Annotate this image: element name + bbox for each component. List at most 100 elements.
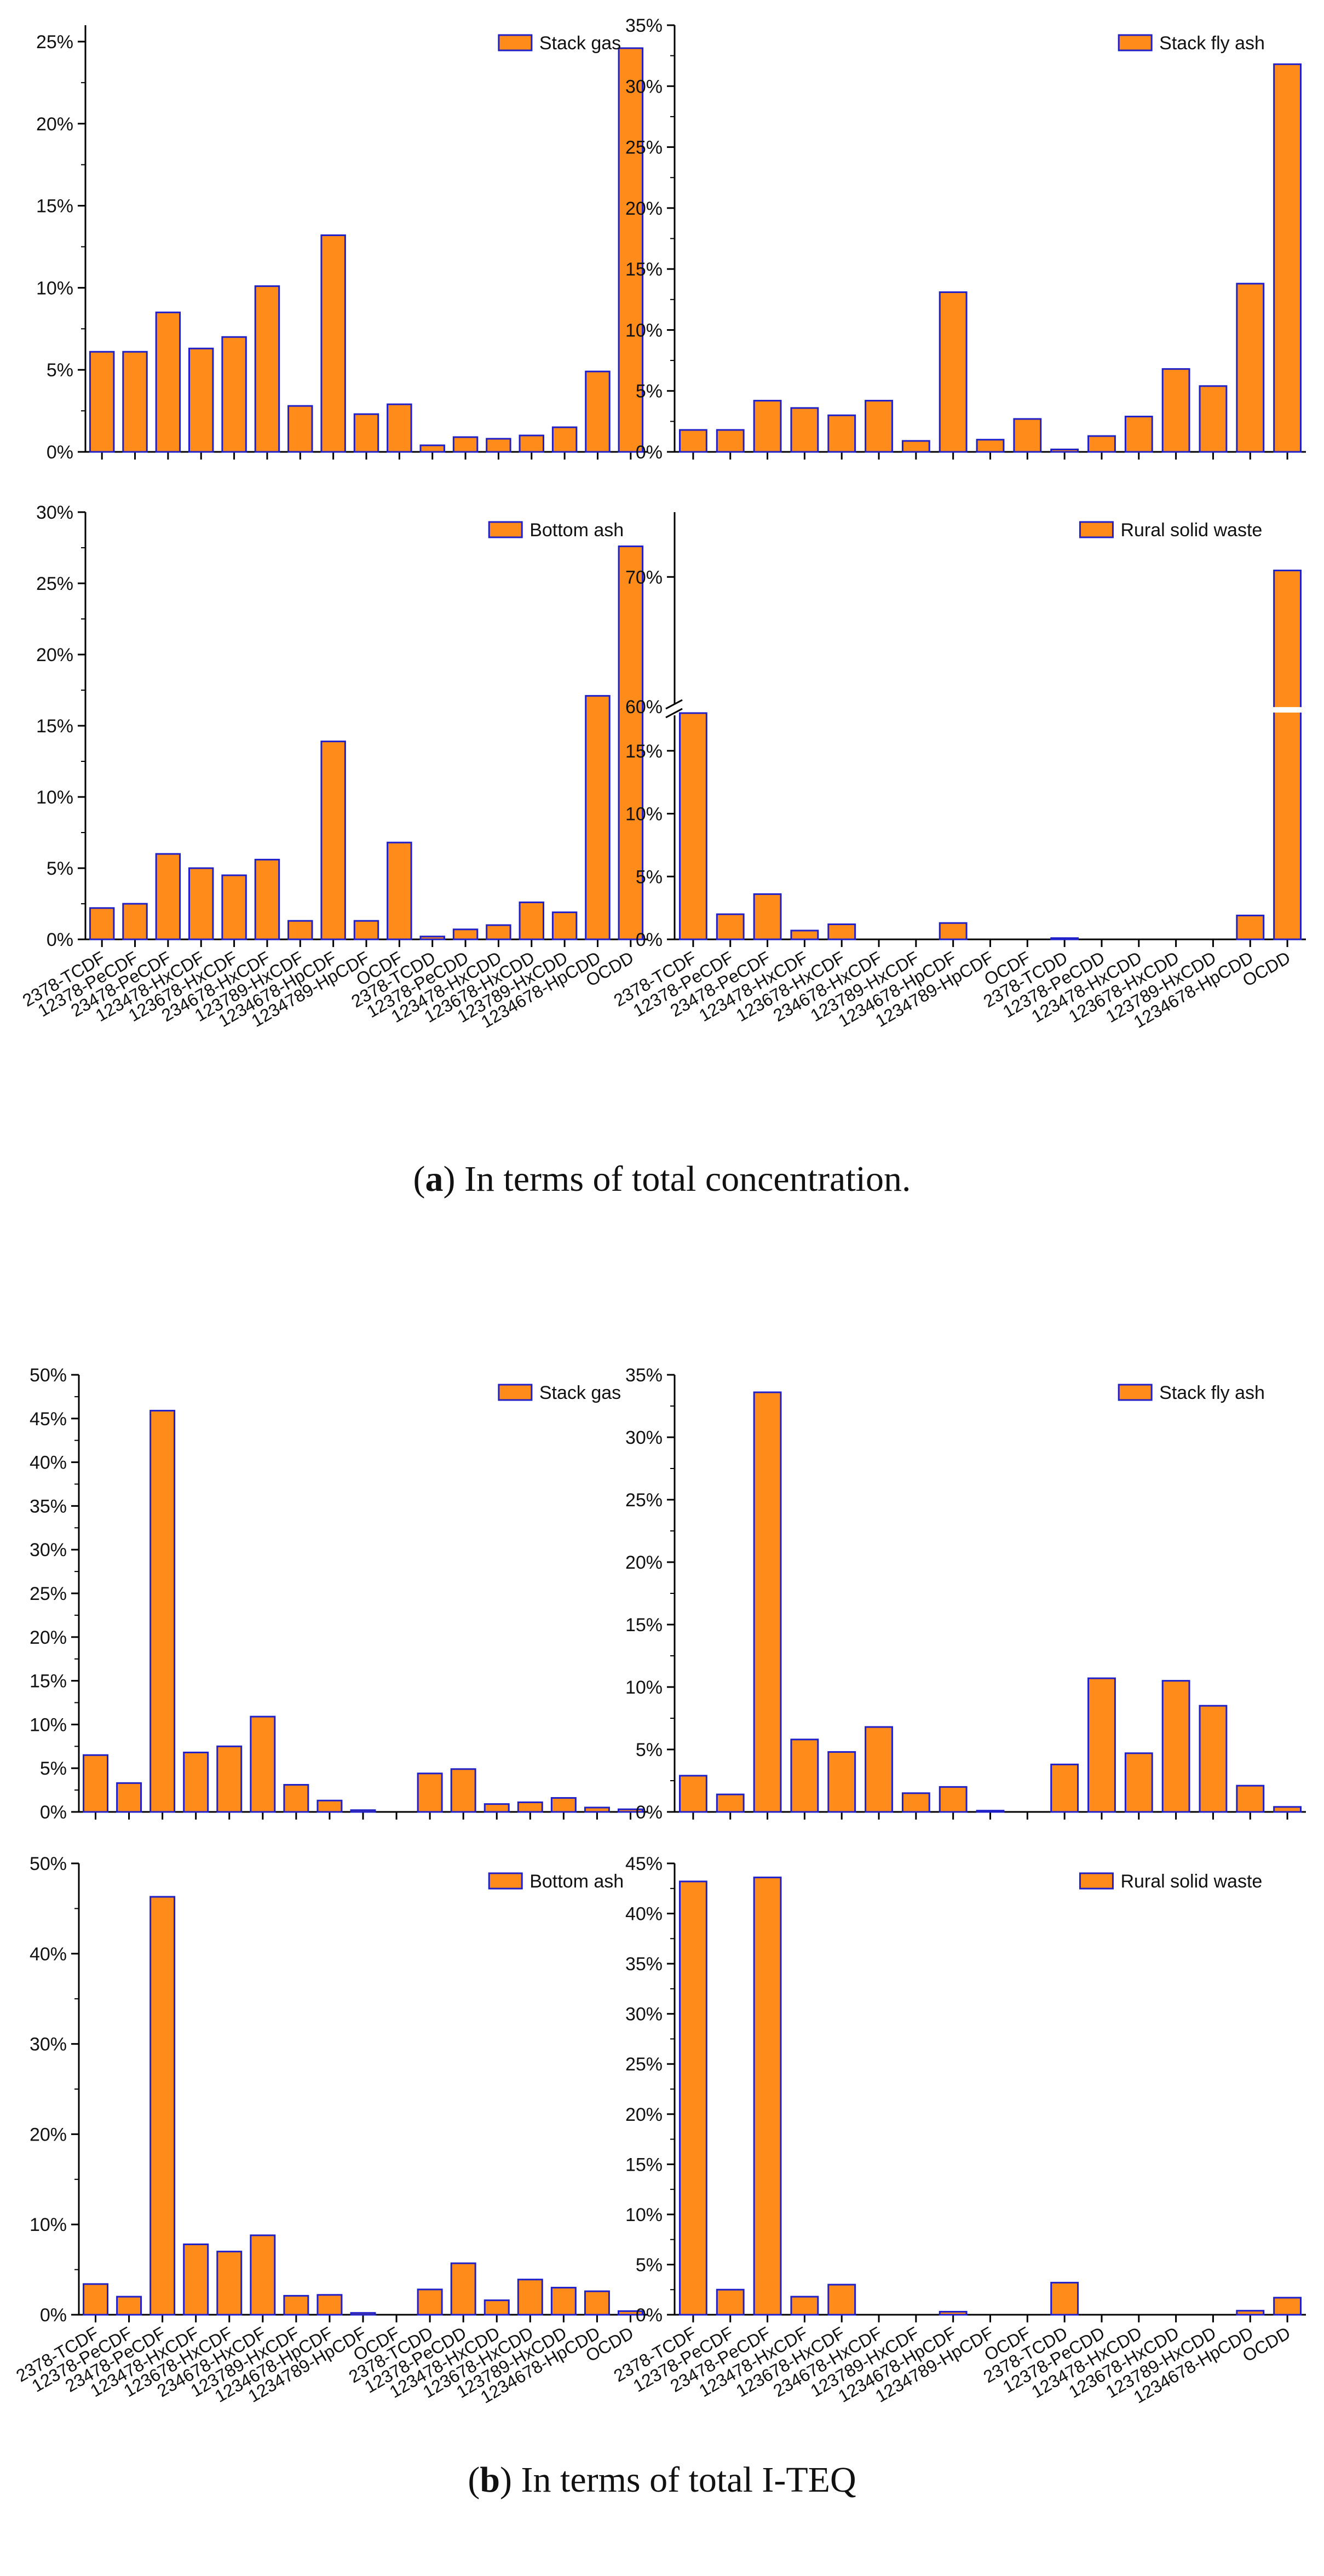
y-tick-label: 25% <box>625 137 663 158</box>
y-tick-label: 20% <box>625 2104 663 2125</box>
y-tick-label: 15% <box>625 259 663 280</box>
bar-234678-HxCDF <box>250 2234 276 2316</box>
bar-234678-HxCDF <box>250 1716 276 1813</box>
bar-1234789-HpCDF <box>976 1810 1005 1813</box>
legend: Stack gas <box>498 1382 621 1403</box>
y-tick-label: 20% <box>36 114 73 135</box>
bar-2378-TCDD <box>1050 449 1079 453</box>
bar-2378-TCDF <box>83 1754 109 1813</box>
y-tick-label: 15% <box>625 2154 663 2175</box>
y-tick-label: 0% <box>47 930 73 950</box>
bar-2378-TCDD <box>1050 1763 1079 1813</box>
legend-label: Rural solid waste <box>1120 1871 1262 1892</box>
chart-b1: 0% 5% 10% 15% 20% 25% 30% 35% 40% 45% 50% Stack gas <box>30 1365 647 1823</box>
bar-123678-HxCDF <box>827 414 856 453</box>
bar-123478-HxCDD <box>1124 415 1153 453</box>
legend-swatch <box>1118 34 1153 51</box>
bar-1234678-HpCDD <box>1236 1785 1265 1813</box>
legend-label: Rural solid waste <box>1120 520 1262 541</box>
bar-12378-PeCDF <box>716 913 745 940</box>
y-tick-label: 15% <box>625 1615 663 1636</box>
bar-OCDF <box>1013 418 1042 453</box>
bar-1234678-HpCDD <box>1236 2310 1265 2316</box>
y-tick-label: 0% <box>636 442 663 463</box>
bar-123789-HxCDF <box>901 440 930 453</box>
y-tick-label: 45% <box>30 1409 67 1430</box>
bar-123478-HxCDF <box>790 930 819 940</box>
chart-b3: 0%10%20%30%40%50%2378-TCDF12378-PeCDF234… <box>13 1854 647 2407</box>
y-tick-label: 50% <box>30 1365 67 1386</box>
y-tick-label: 35% <box>625 1954 663 1975</box>
y-tick-label: 5% <box>636 1740 663 1760</box>
y-tick-label: 0% <box>47 442 73 463</box>
bar-123678-HxCDD <box>519 434 544 453</box>
bar-123789-HxCDF <box>287 405 313 453</box>
bar-123678-HxCDF <box>221 874 247 940</box>
bar-2378-TCDF <box>678 429 707 453</box>
bar-12378-PeCDF <box>116 2296 142 2316</box>
y-tick-label: 5% <box>40 1758 67 1779</box>
y-tick-label: 25% <box>30 1584 67 1604</box>
bar-123478-HxCDD <box>486 438 511 453</box>
y-tick-label: 10% <box>30 1714 67 1735</box>
y-tick-label: 30% <box>625 1427 663 1448</box>
y-tick-label: 10% <box>30 2214 67 2235</box>
bar-12378-PeCDF <box>716 2288 745 2316</box>
legend-swatch <box>1079 1872 1114 1890</box>
y-tick-label: 40% <box>625 1904 663 1925</box>
y-tick-label: 15% <box>36 716 73 737</box>
caption-a-letter: a <box>425 1159 444 1199</box>
legend: Rural solid waste <box>1079 1871 1262 1892</box>
bar-1234678-HpCDD <box>585 370 611 453</box>
bar-1234789-HpCDF <box>353 920 379 940</box>
y-tick-label: 0% <box>636 930 663 950</box>
bar-2378-TCDD <box>1050 2281 1079 2316</box>
bar-12378-PeCDD <box>1087 1677 1116 1813</box>
bar-123678-HxCDD <box>517 2279 543 2316</box>
bar-123789-HxCDD <box>1199 1705 1228 1813</box>
bar-123478-HxCDD <box>486 924 511 940</box>
legend-swatch <box>1118 1384 1153 1401</box>
chart-a2: 0% 5% 10% 15% 20% 25% 30% 35% Stack fly ash <box>625 15 1306 463</box>
bar-123478-HxCDF <box>790 2296 819 2316</box>
y-tick-label: 10% <box>625 1677 663 1698</box>
y-tick-label: 45% <box>625 1854 663 1874</box>
bar-23478-PeCDF <box>753 1877 782 2316</box>
y-tick-label: 20% <box>625 1552 663 1573</box>
caption-b-letter: b <box>480 2460 500 2500</box>
bar-1234678-HpCDF <box>939 2311 968 2316</box>
caption-b: (b) In terms of total I-TEQ <box>0 2459 1324 2501</box>
y-tick-label: 5% <box>636 2254 663 2275</box>
y-tick-label: 50% <box>30 1854 67 1874</box>
bar-123678-HxCDF <box>827 2284 856 2316</box>
bar-23478-PeCDF <box>155 853 181 940</box>
bar-123478-HxCDF <box>790 407 819 453</box>
y-tick-label: 15% <box>625 741 663 762</box>
bar-1234678-HpCDF <box>320 234 346 453</box>
y-tick-label: 20% <box>625 198 663 219</box>
y-tick-label: 25% <box>36 573 73 594</box>
legend-swatch <box>488 521 523 538</box>
bar-123678-HxCDF <box>216 2251 243 2316</box>
bar-break-gap <box>1273 707 1302 713</box>
y-tick-label: 15% <box>30 1671 67 1692</box>
axis-break-mark <box>665 708 683 719</box>
bar-123678-HxCDF <box>221 336 247 453</box>
y-tick-label: 15% <box>36 196 73 217</box>
bar-123789-HxCDD <box>551 426 578 453</box>
bar-1234678-HpCDD <box>584 2290 610 2316</box>
bar-2378-TCDD <box>419 444 445 453</box>
bar-1234678-HpCDF <box>316 2294 343 2316</box>
y-tick-label: 10% <box>625 804 663 825</box>
y-tick-label: 30% <box>30 1540 67 1560</box>
bar-2378-TCDD <box>417 2288 443 2316</box>
bar-OCDF <box>387 403 412 453</box>
y-tick-label: 25% <box>36 32 73 53</box>
bar-23478-PeCDF <box>149 1409 176 1813</box>
bar-1234678-HpCDF <box>939 922 968 940</box>
bar-123678-HxCDD <box>1161 1680 1190 1813</box>
legend-label: Stack fly ash <box>1159 33 1265 54</box>
y-tick-label: 5% <box>636 381 663 402</box>
bar-1234789-HpCDF <box>350 1809 376 1813</box>
